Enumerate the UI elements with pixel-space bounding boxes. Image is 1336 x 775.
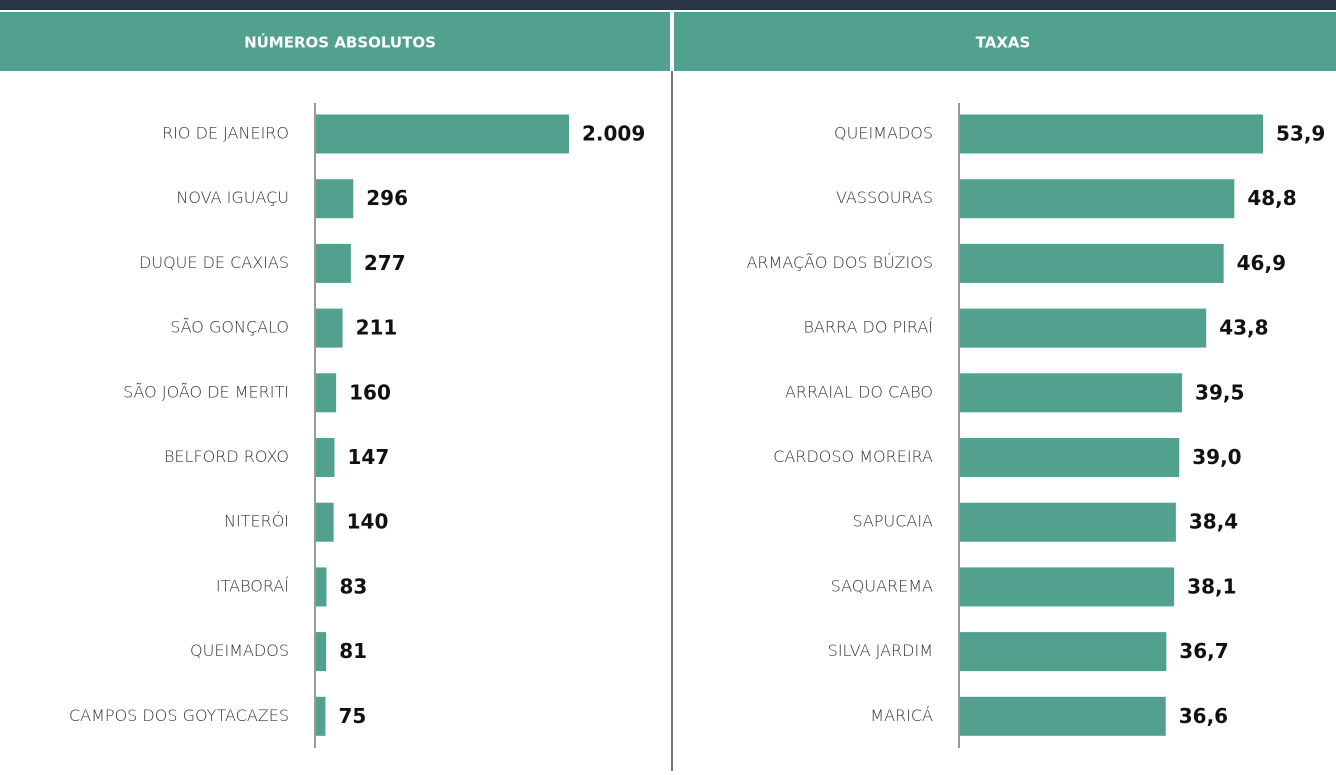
bar xyxy=(960,114,1263,154)
category-label: SAQUAREMA xyxy=(831,576,933,595)
bar xyxy=(316,179,354,219)
bar xyxy=(960,696,1166,736)
bar xyxy=(960,373,1183,413)
bar xyxy=(316,373,337,413)
category-label: SÃO GONÇALO xyxy=(170,318,289,337)
category-label: SAPUCAIA xyxy=(852,512,933,531)
bar xyxy=(960,632,1167,672)
bar xyxy=(960,567,1175,607)
value-label: 48,8 xyxy=(1247,186,1296,210)
category-label: CAMPOS DOS GOYTACAZES xyxy=(69,706,289,725)
value-label: 43,8 xyxy=(1219,316,1268,340)
value-label: 147 xyxy=(348,445,390,469)
bar xyxy=(316,502,334,542)
bar xyxy=(960,438,1180,477)
top-strip xyxy=(0,0,1336,10)
category-label: ARMAÇÃO DOS BÚZIOS xyxy=(746,253,933,272)
chart-title: TAXAS xyxy=(976,34,1031,52)
category-label: VASSOURAS xyxy=(836,188,933,207)
category-label: ITABORAÍ xyxy=(216,576,289,595)
bar xyxy=(960,179,1235,219)
value-label: 75 xyxy=(338,704,366,728)
bar xyxy=(316,438,335,477)
value-label: 211 xyxy=(356,316,398,340)
chart-title: NÚMEROS ABSOLUTOS xyxy=(244,33,436,52)
bar xyxy=(316,114,569,154)
category-label: RIO DE JANEIRO xyxy=(162,124,289,143)
value-label: 36,7 xyxy=(1179,639,1228,663)
value-label: 39,5 xyxy=(1195,380,1244,404)
category-label: BELFORD ROXO xyxy=(164,447,289,466)
category-label: QUEIMADOS xyxy=(190,641,289,660)
category-label: BARRA DO PIRAÍ xyxy=(803,318,933,337)
category-label: MARICÁ xyxy=(870,706,933,725)
value-label: 140 xyxy=(347,510,389,534)
value-label: 53,9 xyxy=(1276,122,1325,146)
bar xyxy=(316,308,343,348)
value-label: 83 xyxy=(339,574,367,598)
value-label: 296 xyxy=(366,186,408,210)
category-label: CARDOSO MOREIRA xyxy=(773,447,933,466)
bar xyxy=(960,243,1224,283)
value-label: 38,4 xyxy=(1189,510,1238,534)
bar xyxy=(316,243,351,283)
category-label: NOVA IGUAÇU xyxy=(176,188,289,207)
value-label: 38,1 xyxy=(1187,574,1236,598)
value-label: 2.009 xyxy=(582,122,645,146)
category-label: NITERÓI xyxy=(224,512,289,531)
category-label: DUQUE DE CAXIAS xyxy=(139,253,289,272)
value-label: 160 xyxy=(349,380,391,404)
bar xyxy=(316,632,327,672)
bar xyxy=(316,696,326,736)
value-label: 81 xyxy=(339,639,367,663)
category-label: ARRAIAL DO CABO xyxy=(785,382,933,401)
value-label: 36,6 xyxy=(1179,704,1228,728)
bar xyxy=(960,502,1176,542)
value-label: 39,0 xyxy=(1192,445,1241,469)
value-label: 277 xyxy=(364,251,406,275)
value-label: 46,9 xyxy=(1237,251,1286,275)
category-label: QUEIMADOS xyxy=(834,124,933,143)
category-label: SÃO JOÃO DE MERITI xyxy=(123,382,289,401)
bar xyxy=(960,308,1207,348)
bar xyxy=(316,567,327,607)
category-label: SILVA JARDIM xyxy=(828,641,933,660)
header-left xyxy=(0,12,670,71)
header-right xyxy=(674,12,1336,71)
